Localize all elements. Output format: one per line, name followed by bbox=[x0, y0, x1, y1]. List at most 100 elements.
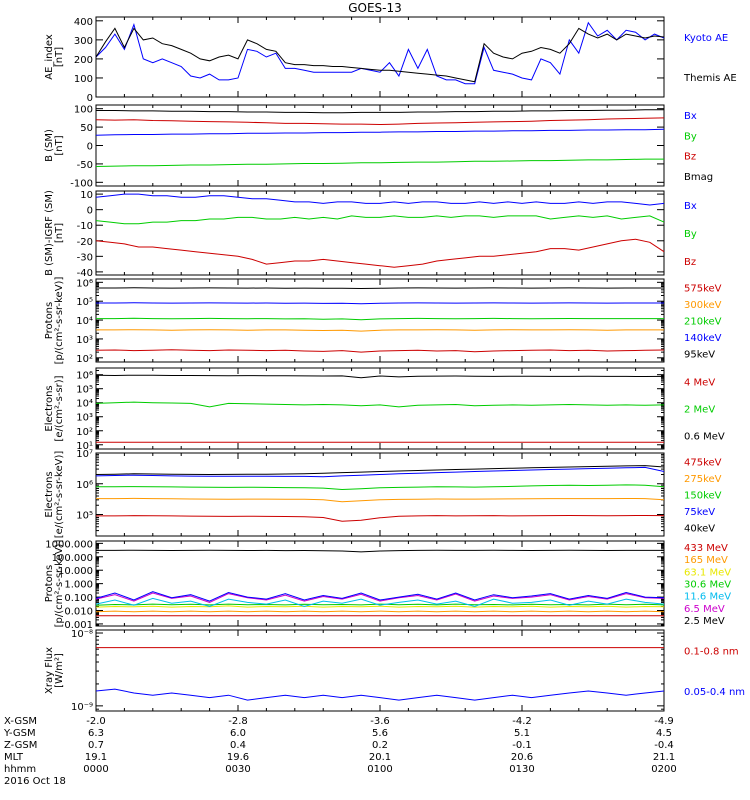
y-tick-label: 10⁻⁸ bbox=[71, 629, 93, 640]
series-line-63-1-mev bbox=[95, 605, 665, 608]
x-axis-value: -2.8 bbox=[228, 716, 248, 727]
x-axis-value: -3.6 bbox=[370, 716, 390, 727]
legend-275kev: 275keV bbox=[684, 474, 722, 485]
y-tick-label: 100 bbox=[74, 105, 93, 116]
legend-475kev: 475keV bbox=[684, 457, 722, 468]
x-axis-value: 0200 bbox=[651, 764, 676, 775]
plot-title: GOES-13 bbox=[348, 1, 402, 15]
legend-kyoto-ae: Kyoto AE bbox=[684, 33, 728, 44]
series-line-by bbox=[95, 215, 665, 225]
legend-11-6-mev: 11.6 MeV bbox=[684, 592, 731, 603]
y-tick-label: 10⁶ bbox=[76, 278, 93, 289]
x-row-label-2016-oct-18: 2016 Oct 18 bbox=[4, 776, 66, 787]
legend-themis-ae: Themis AE bbox=[683, 73, 737, 84]
x-axis-value: 0100 bbox=[367, 764, 392, 775]
y-tick-label: 0.001 bbox=[64, 620, 93, 631]
y-tick-label: 100 bbox=[74, 74, 93, 85]
series-line-95kev bbox=[96, 287, 664, 290]
legend-2-5-mev: 2.5 MeV bbox=[684, 616, 725, 627]
y-tick-label: 10⁷ bbox=[76, 449, 93, 460]
y-axis-label: Electrons[e/(cm²-s-sr-keV)] bbox=[44, 451, 65, 539]
legend-bz: Bz bbox=[684, 152, 696, 163]
x-axis-value: -0.4 bbox=[654, 740, 674, 751]
x-axis-value: 0.4 bbox=[230, 740, 246, 751]
x-row-label-mlt: MLT bbox=[4, 752, 24, 763]
series-line-30-6-mev bbox=[95, 603, 665, 606]
series-line-2-5-mev bbox=[96, 549, 664, 553]
series-line-0-05-0-4-nm bbox=[95, 688, 665, 701]
legend-bx: Bx bbox=[684, 201, 697, 212]
legend-433-mev: 433 MeV bbox=[684, 543, 728, 554]
x-axis-value: 6.0 bbox=[230, 728, 246, 739]
legend-210kev: 210keV bbox=[684, 317, 722, 328]
x-axis-value: 5.1 bbox=[514, 728, 530, 739]
series-line-bmag bbox=[96, 109, 664, 114]
panel-xray: 10⁻⁹ 10⁻⁸ Xray Flux[W/m²] 0.1-0.8 nm 0.05-0.… bbox=[44, 629, 745, 713]
series-line-0-6-mev bbox=[95, 374, 665, 379]
y-tick-label: 10⁵ bbox=[76, 297, 93, 308]
legend-bmag: Bmag bbox=[684, 172, 713, 183]
y-tick-label: 10¹ bbox=[76, 441, 93, 452]
x-axis-value: -2.0 bbox=[86, 716, 106, 727]
y-tick-label: 10⁵ bbox=[76, 511, 93, 522]
legend-by: By bbox=[684, 229, 697, 240]
y-axis-label: AE_index[nT] bbox=[44, 34, 65, 80]
y-tick-label: 10⁴ bbox=[76, 316, 93, 327]
x-row-label-z-gsm: Z-GSM bbox=[4, 740, 37, 751]
y-tick-label: -20 bbox=[77, 237, 93, 248]
legend-165-mev: 165 MeV bbox=[684, 555, 728, 566]
y-tick-label: -100 bbox=[70, 178, 93, 189]
series-line-40kev bbox=[95, 465, 665, 476]
panel-frame bbox=[95, 104, 665, 187]
series-line-bx bbox=[95, 193, 665, 206]
y-tick-label: 1.000 bbox=[64, 580, 93, 591]
series-line-210kev bbox=[96, 317, 664, 321]
y-tick-label: 0 bbox=[87, 93, 93, 104]
x-axis-value: 0130 bbox=[509, 764, 534, 775]
panel-electrons-kev: 10⁵ 10⁶ 10⁷ Electrons[e/(cm²-s-sr-keV)] 475k… bbox=[44, 449, 722, 538]
x-axis-value: 20.6 bbox=[511, 752, 533, 763]
x-axis-value: 0000 bbox=[83, 764, 108, 775]
y-tick-label: 10⁴ bbox=[76, 399, 93, 410]
x-axis-value: 5.6 bbox=[372, 728, 388, 739]
y-tick-label: 10⁶ bbox=[76, 480, 93, 491]
y-axis-label: B (SM)-IGRF (SM)[nT] bbox=[44, 190, 65, 276]
panel-electrons-mev: 10¹ 10² 10³ 10⁴ 10⁵ 10⁶ Electrons[e/(cm²-s-sr)… bbox=[44, 367, 725, 452]
series-line-themis-ae bbox=[95, 27, 665, 83]
series-line-300kev bbox=[96, 329, 664, 332]
y-axis-label: Protons[p/(cm²-s-sr-keV)] bbox=[44, 540, 65, 628]
series-line-11-6-mev bbox=[95, 597, 665, 608]
panel-frame bbox=[95, 367, 665, 450]
series-line-bz bbox=[95, 117, 665, 126]
panel-bsm: -100 -50 0 50 100 B (SM)[nT] Bx By Bz Bmag bbox=[44, 104, 713, 189]
y-tick-label: 10² bbox=[76, 427, 93, 438]
series-line-6-5-mev bbox=[95, 592, 665, 603]
series-line-bx bbox=[95, 128, 665, 136]
legend-575kev: 575keV bbox=[684, 283, 722, 294]
y-tick-label: 0 bbox=[87, 206, 93, 217]
series-line-75kev bbox=[95, 466, 665, 478]
y-tick-label: 10⁻⁹ bbox=[71, 702, 93, 713]
y-tick-label: 10³ bbox=[76, 335, 93, 346]
y-tick-label: 10⁶ bbox=[76, 371, 93, 382]
legend-140kev: 140keV bbox=[684, 333, 722, 344]
y-tick-label: 10 bbox=[80, 190, 93, 201]
panel-protons-hev: 0.001 0.010 0.100 1.000 10.000 100.000 1000.00… bbox=[44, 539, 731, 631]
series-line-165-mev bbox=[95, 610, 665, 613]
legend-2-mev: 2 MeV bbox=[684, 405, 715, 416]
y-tick-label: -30 bbox=[77, 252, 93, 263]
y-tick-label: 10³ bbox=[76, 413, 93, 424]
y-tick-label: -50 bbox=[77, 160, 93, 171]
legend-6-5-mev: 6.5 MeV bbox=[684, 604, 725, 615]
legend-150kev: 150keV bbox=[684, 491, 722, 502]
y-tick-label: 0.100 bbox=[64, 593, 93, 604]
series-line-575kev bbox=[95, 349, 665, 353]
legend-0-1-0-8-nm: 0.1-0.8 nm bbox=[684, 646, 739, 657]
series-line-by bbox=[95, 158, 664, 167]
legend-75kev: 75keV bbox=[684, 507, 715, 518]
y-tick-label: 50 bbox=[80, 123, 93, 134]
series-line-bz bbox=[95, 238, 665, 268]
y-tick-label: 200 bbox=[74, 55, 93, 66]
